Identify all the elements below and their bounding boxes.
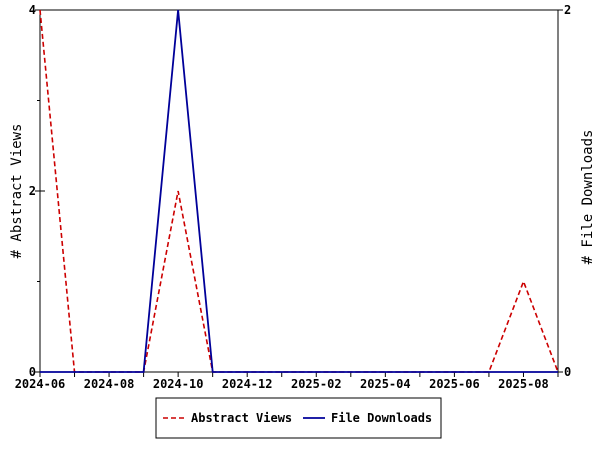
y-tick-label: 0 [29,365,36,379]
y-tick-label: 4 [29,3,36,17]
x-tick-label: 2025-08 [498,377,549,391]
x-tick-label: 2024-08 [84,377,135,391]
y2-tick-label: 2 [564,3,571,17]
series-line-abstract-views [39,9,559,373]
series-layer [39,9,559,373]
x-axis: 2024-06 2024-08 2024-10 2024-12 2025-02 2025-… [15,372,559,391]
x-tick-label: 2024-10 [153,377,204,391]
x-tick-label: 2025-02 [291,377,342,391]
legend-label-file-downloads: File Downloads [331,411,432,425]
plot-area [39,9,559,373]
y-tick-label: 2 [29,184,36,198]
y-axis-title: # Abstract Views [9,124,25,259]
series-line-file-downloads [40,9,558,373]
y2-axis-title: # File Downloads [580,130,596,265]
plot-frame [39,9,559,373]
legend-box [155,397,442,439]
y-axis-right: 02 [553,3,571,379]
y2-tick-label: 0 [564,365,571,379]
legend: Abstract Views File Downloads [155,397,442,439]
x-tick-label: 2025-06 [429,377,480,391]
x-tick-label: 2024-12 [222,377,273,391]
x-tick-label: 2025-04 [360,377,411,391]
legend-label-abstract-views: Abstract Views [191,411,292,425]
x-tick-label: 2024-06 [15,377,66,391]
y-axis-left: 0 2 4 [29,3,45,379]
